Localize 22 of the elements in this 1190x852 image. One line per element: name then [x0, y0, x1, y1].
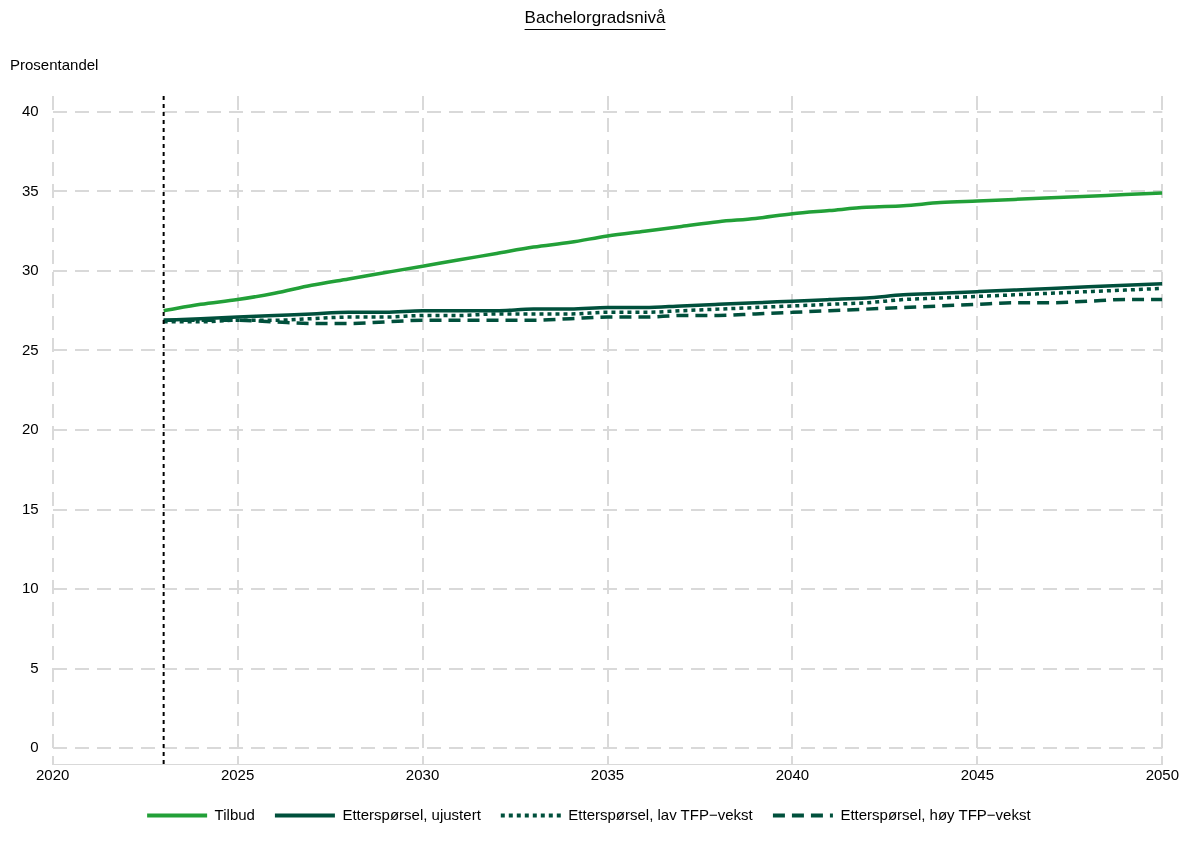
y-axis-title: Prosentandel — [10, 56, 100, 73]
y-tick-label: 10 — [22, 579, 39, 597]
x-tick-label: 2035 — [590, 766, 625, 784]
legend-label: Etterspørsel, ujustert — [342, 805, 482, 823]
y-tick-label: 0 — [30, 738, 39, 756]
y-tick-label: 30 — [22, 261, 39, 279]
x-tick-label: 2050 — [1145, 766, 1179, 784]
y-tick-label: 20 — [22, 420, 39, 438]
chart-title: Bachelorgradsnivå — [524, 8, 666, 27]
y-tick-label: 40 — [22, 102, 39, 120]
x-tick-label: 2030 — [405, 766, 440, 784]
legend-label: Etterspørsel, høy TFP−vekst — [840, 805, 1032, 823]
y-tick-label: 25 — [22, 340, 39, 358]
y-tick-label: 15 — [22, 499, 39, 517]
x-tick-label: 2025 — [220, 766, 255, 784]
y-tick-label: 5 — [30, 658, 39, 676]
legend-label: Tilbud — [214, 805, 255, 823]
x-tick-label: 2040 — [775, 766, 810, 784]
y-tick-label: 35 — [22, 181, 39, 199]
x-tick-label: 2045 — [960, 766, 995, 784]
legend-label: Etterspørsel, lav TFP−vekst — [568, 805, 754, 823]
x-tick-label: 2020 — [36, 766, 70, 784]
